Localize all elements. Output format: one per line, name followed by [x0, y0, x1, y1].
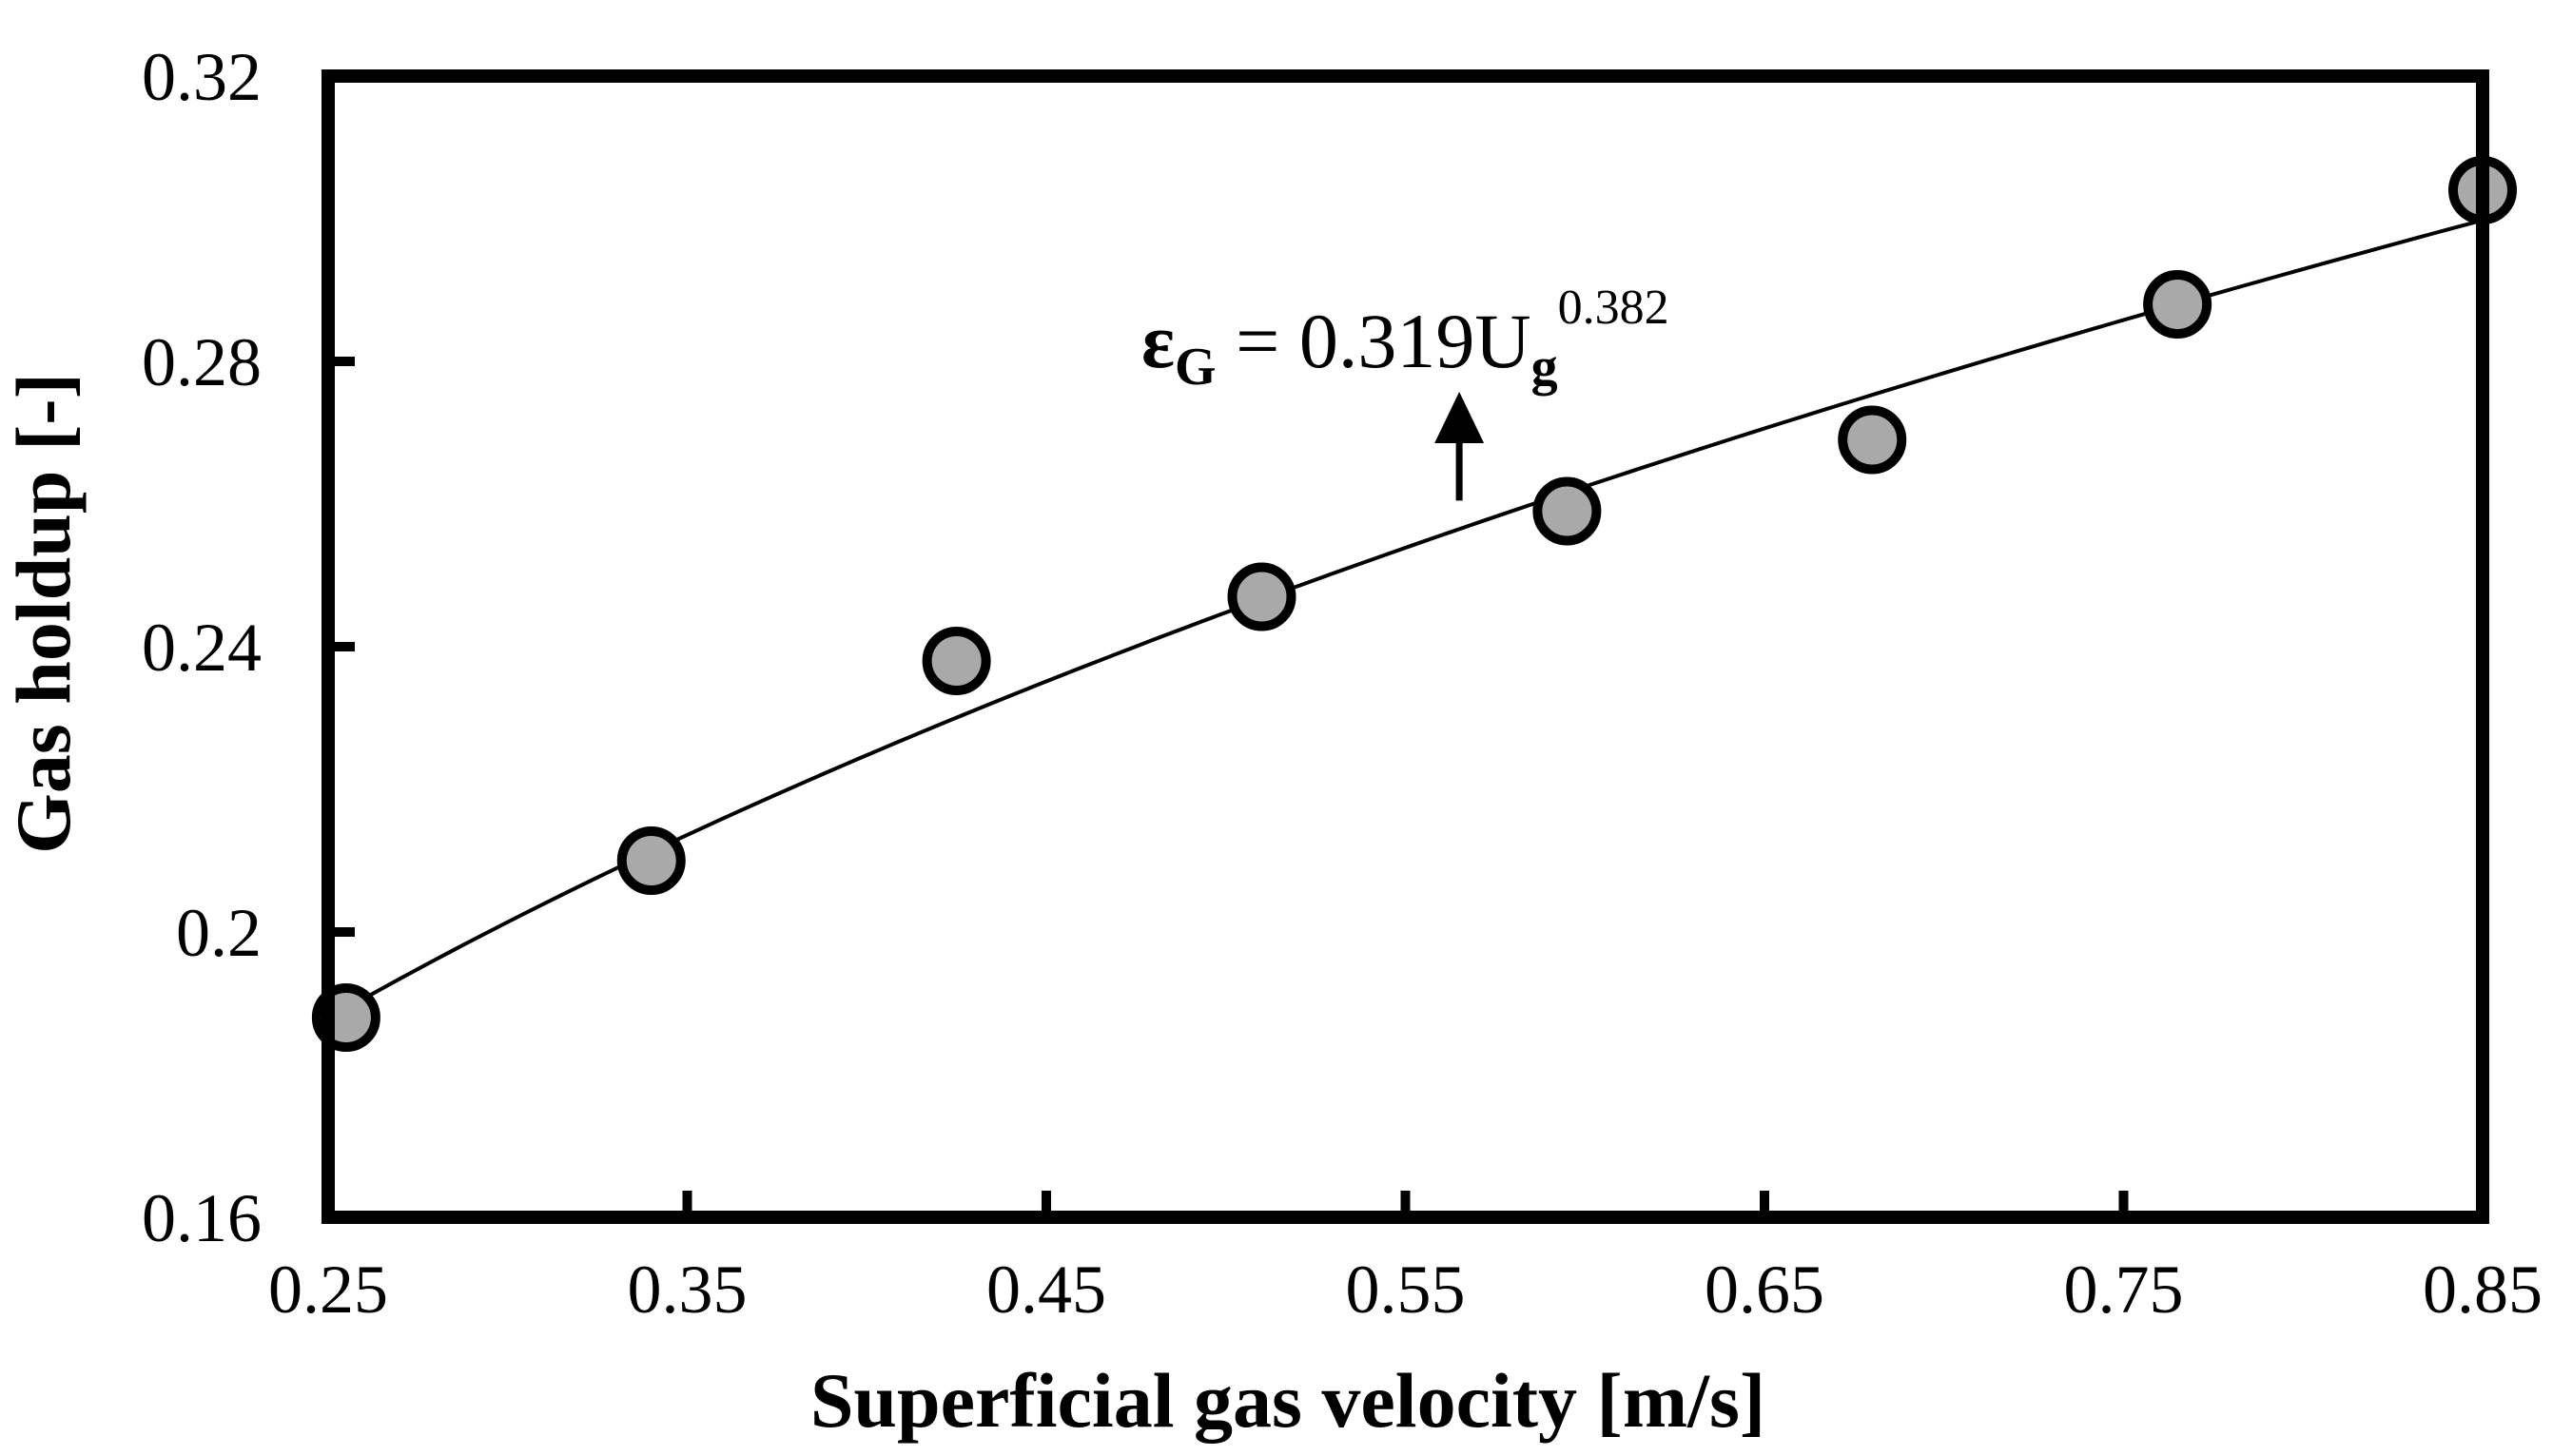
- data-point: [922, 627, 991, 695]
- fit-equation-annotation: εG = 0.319Ug0.382: [1141, 281, 1669, 397]
- data-point: [1227, 562, 1296, 631]
- x-tick-label: 0.85: [2423, 1252, 2543, 1328]
- y-tick-label: 0.2: [176, 895, 262, 971]
- x-tick-label: 0.35: [628, 1252, 748, 1328]
- equation-body: = 0.319U: [1217, 298, 1531, 384]
- data-point: [1532, 476, 1602, 546]
- equation-exponent: 0.382: [1558, 281, 1669, 335]
- annotation-arrow-head: [1434, 392, 1485, 443]
- equation-u-subscript: g: [1531, 338, 1558, 397]
- data-point: [2143, 270, 2212, 339]
- x-tick-label: 0.55: [1346, 1252, 1466, 1328]
- equation-epsilon-subscript: G: [1175, 338, 1217, 397]
- x-tick-label: 0.45: [986, 1252, 1106, 1328]
- axis-labels-layer: 0.25 0.35 0.45 0.55 0.65 0.75 0.85 0.16 0.2 0.24 0…: [142, 39, 2543, 1328]
- fit-curve-line: [344, 218, 2484, 1011]
- x-tick-label: 0.65: [1705, 1252, 1824, 1328]
- axis-ticks-layer: [323, 71, 2487, 1222]
- x-tick-label: 0.25: [268, 1252, 388, 1328]
- y-tick-label: 0.24: [142, 610, 262, 686]
- annotation-arrow: [1434, 392, 1485, 501]
- x-tick-label: 0.75: [2064, 1252, 2184, 1328]
- x-axis-title: Superficial gas velocity [m/s]: [810, 1357, 1765, 1444]
- y-tick-label: 0.32: [142, 39, 262, 115]
- data-point: [1838, 405, 1907, 475]
- y-tick-label: 0.28: [142, 324, 262, 400]
- y-tick-label: 0.16: [142, 1180, 262, 1256]
- y-axis-title: Gas holdup [-]: [0, 373, 87, 854]
- data-point: [616, 826, 686, 895]
- fit-curve-layer: [344, 218, 2484, 1011]
- equation-epsilon: ε: [1141, 298, 1175, 384]
